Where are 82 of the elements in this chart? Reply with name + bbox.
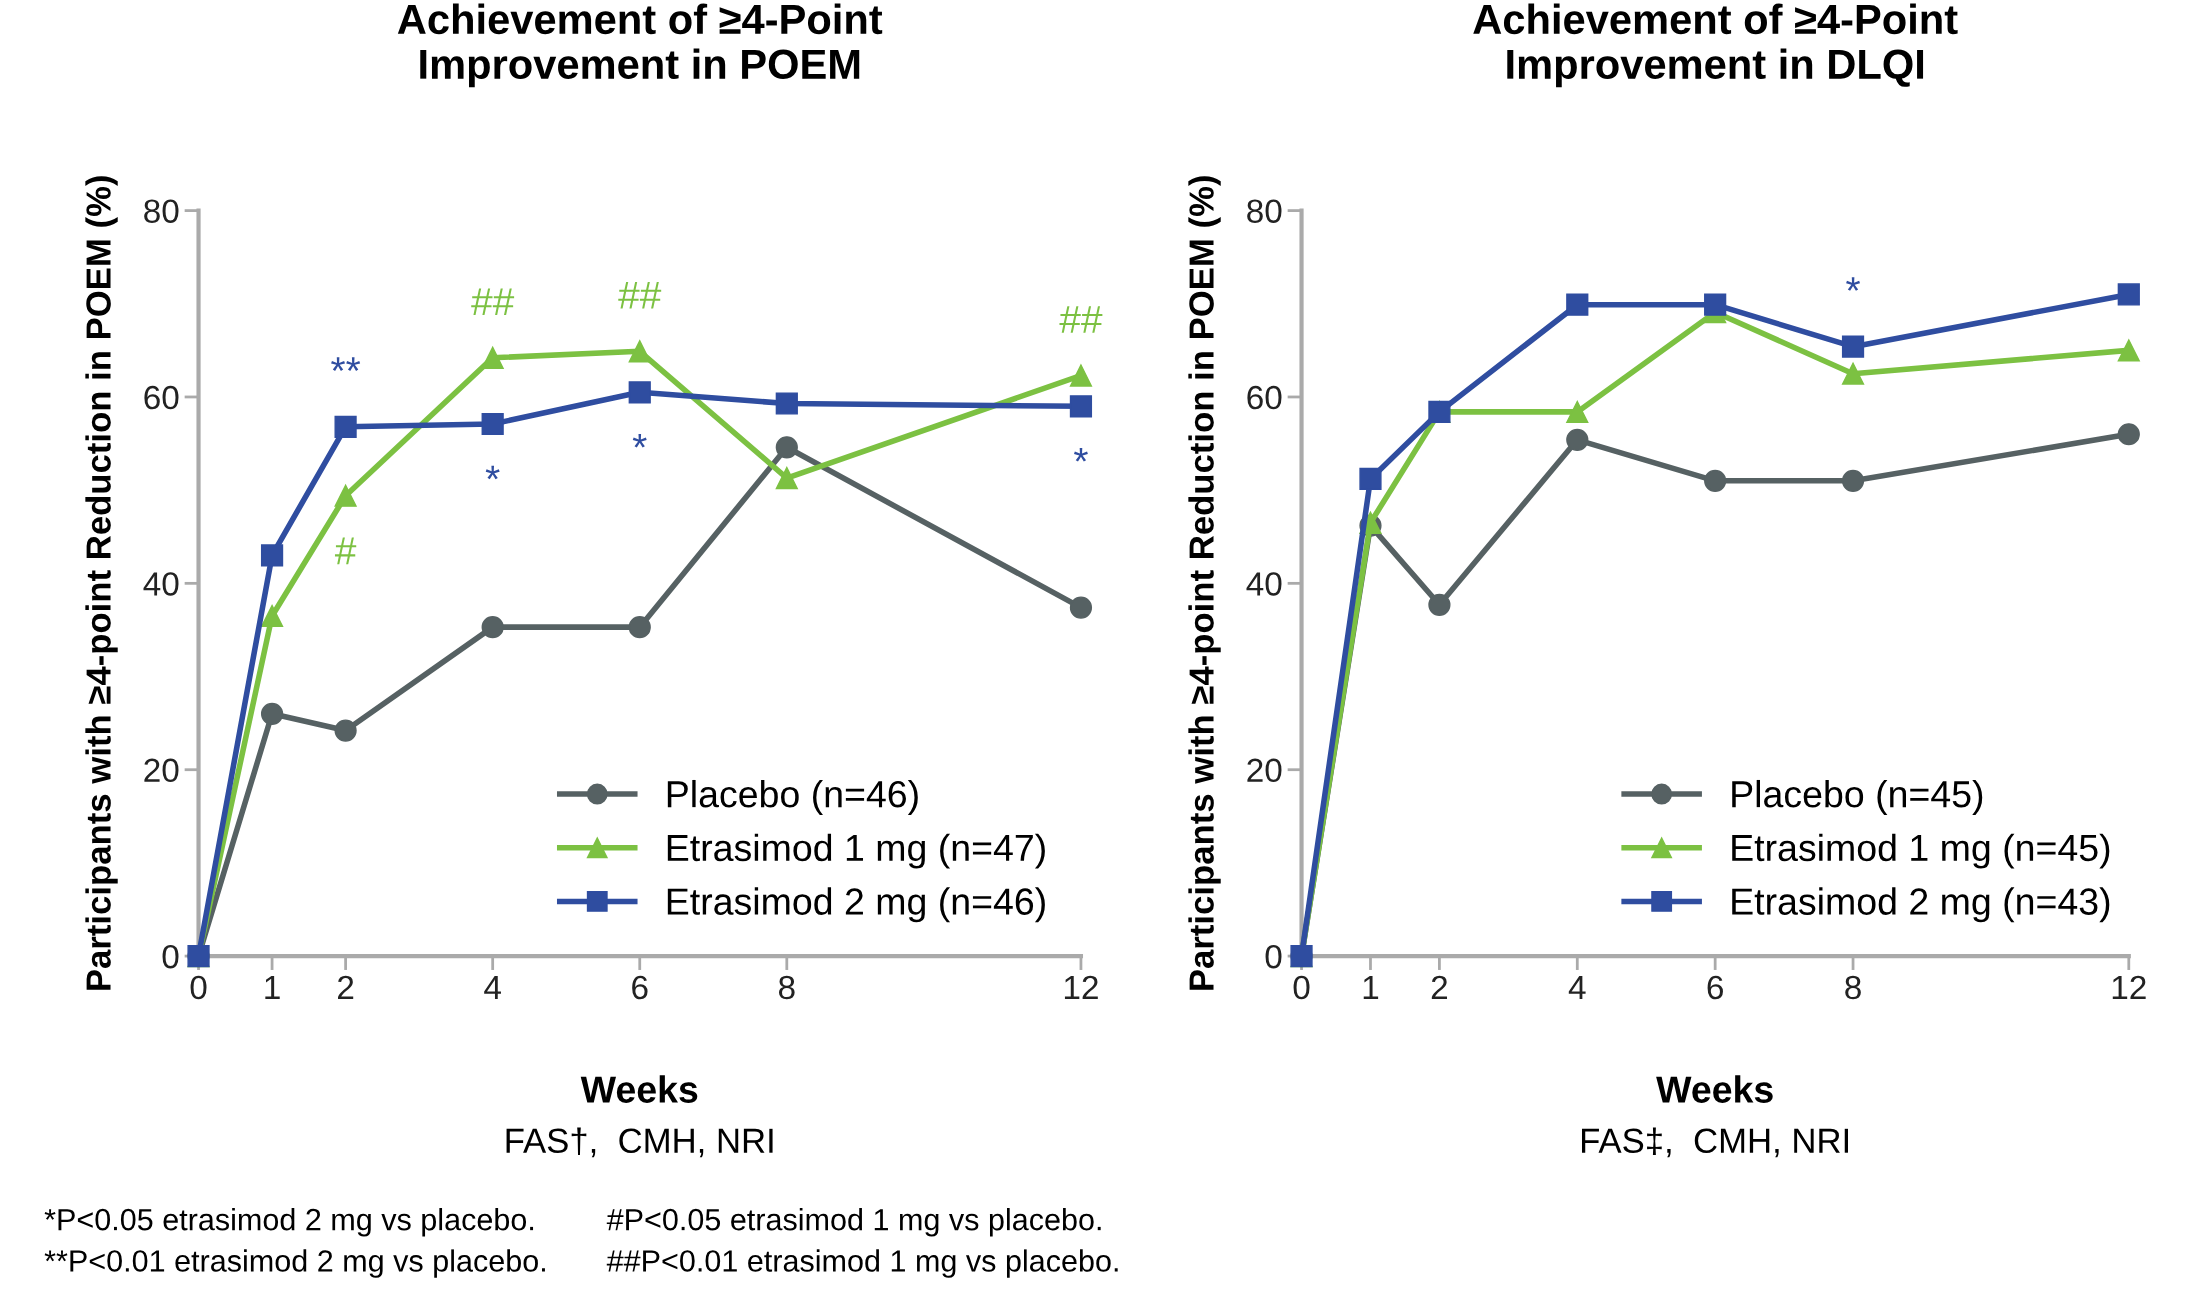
x-tick-label: 0 bbox=[190, 975, 207, 1000]
legend-label: Etrasimod 1 mg (n=47) bbox=[667, 833, 1045, 869]
point bbox=[334, 484, 357, 507]
point bbox=[628, 381, 651, 404]
point bbox=[1069, 364, 1093, 387]
point bbox=[481, 616, 504, 639]
y-tick-label: 40 bbox=[143, 572, 179, 596]
point bbox=[260, 604, 284, 628]
x-tick-label: 12 bbox=[1064, 975, 1098, 999]
point bbox=[628, 616, 651, 639]
text: *P<0.05 etrasimod 2 mg vs placebo. bbox=[44, 1208, 534, 1237]
x-axis-title: Weeks bbox=[580, 1075, 698, 1103]
x-tick-label: 8 bbox=[1845, 975, 1861, 1000]
annotation: * bbox=[485, 465, 500, 480]
text: FAS‡, CMH, NRI bbox=[1582, 1127, 1848, 1158]
chart-title: Achievement of ≥4-Point Improvement in POEM bbox=[397, 3, 883, 88]
point bbox=[1428, 593, 1451, 616]
annotation: ## bbox=[471, 288, 515, 316]
point bbox=[1566, 293, 1589, 316]
x-tick-label: 0 bbox=[1293, 975, 1310, 1000]
annotation: * bbox=[632, 433, 647, 448]
y-tick-label: 80 bbox=[144, 199, 179, 223]
point bbox=[260, 702, 284, 725]
chart-title: Achievement of ≥4-Point Improvement in DLQI bbox=[1473, 3, 1958, 88]
x-tick-label: 2 bbox=[1431, 975, 1448, 999]
y-axis-title: Participants with ≥4-point Reduction in POEM (%) bbox=[1188, 176, 1221, 990]
point bbox=[1069, 395, 1093, 418]
point bbox=[334, 719, 357, 742]
legend-label: Etrasimod 1 mg (n=45) bbox=[1732, 833, 2110, 869]
point bbox=[1841, 335, 1865, 358]
annotation: * bbox=[1846, 277, 1860, 291]
point bbox=[1359, 467, 1382, 491]
point bbox=[260, 544, 284, 567]
point bbox=[775, 392, 798, 415]
x-tick-label: 1 bbox=[1363, 976, 1379, 999]
x-tick-label: 2 bbox=[338, 975, 354, 999]
x-tick-label: 8 bbox=[778, 975, 795, 1000]
point bbox=[2117, 339, 2140, 362]
point bbox=[481, 346, 504, 369]
point bbox=[481, 412, 504, 436]
text: FAS†, CMH, NRI bbox=[506, 1127, 773, 1158]
annotation: # bbox=[334, 537, 357, 565]
y-tick-label: 80 bbox=[1247, 199, 1282, 223]
legend-label: Etrasimod 2 mg (n=43) bbox=[1732, 887, 2110, 923]
point bbox=[334, 415, 357, 438]
y-tick-label: 0 bbox=[162, 944, 179, 969]
point bbox=[1566, 428, 1589, 451]
y-axis-title: Participants with ≥4-point Reduction in POEM (%) bbox=[85, 176, 118, 990]
point bbox=[628, 340, 651, 363]
y-tick-label: 20 bbox=[144, 758, 179, 783]
legend-label: Placebo (n=45) bbox=[1732, 779, 1983, 815]
text: #P<0.05 etrasimod 1 mg vs placebo. bbox=[606, 1208, 1101, 1237]
annotation: ## bbox=[1059, 306, 1103, 333]
point bbox=[1841, 469, 1865, 492]
point bbox=[1841, 362, 1865, 385]
y-tick-label: 60 bbox=[144, 385, 179, 410]
point bbox=[1069, 596, 1093, 619]
y-tick-label: 0 bbox=[1265, 944, 1282, 969]
point bbox=[2117, 283, 2140, 306]
x-tick-label: 1 bbox=[265, 976, 280, 999]
text: ##P<0.01 etrasimod 1 mg vs placebo. bbox=[606, 1249, 1118, 1278]
y-tick-label: 60 bbox=[1247, 385, 1282, 410]
x-tick-label: 6 bbox=[1707, 975, 1723, 1000]
annotation: ## bbox=[618, 281, 662, 309]
point bbox=[1704, 293, 1727, 316]
x-axis-title: Weeks bbox=[1656, 1075, 1773, 1103]
point bbox=[1566, 400, 1589, 423]
point bbox=[2117, 423, 2140, 446]
x-tick-label: 6 bbox=[632, 975, 648, 1000]
y-tick-label: 40 bbox=[1246, 572, 1282, 596]
point bbox=[775, 466, 798, 490]
annotation: ** bbox=[331, 357, 361, 371]
y-tick-label: 20 bbox=[1247, 758, 1282, 783]
legend-label: Placebo (n=46) bbox=[667, 779, 918, 815]
point bbox=[1704, 469, 1727, 492]
text: **P<0.01 etrasimod 2 mg vs placebo. bbox=[44, 1249, 545, 1278]
point bbox=[775, 436, 798, 459]
legend-label: Etrasimod 2 mg (n=46) bbox=[667, 887, 1045, 923]
annotation: * bbox=[1074, 447, 1088, 462]
x-tick-label: 4 bbox=[1568, 976, 1586, 999]
x-tick-label: 12 bbox=[2112, 975, 2146, 999]
x-tick-label: 4 bbox=[484, 976, 501, 999]
